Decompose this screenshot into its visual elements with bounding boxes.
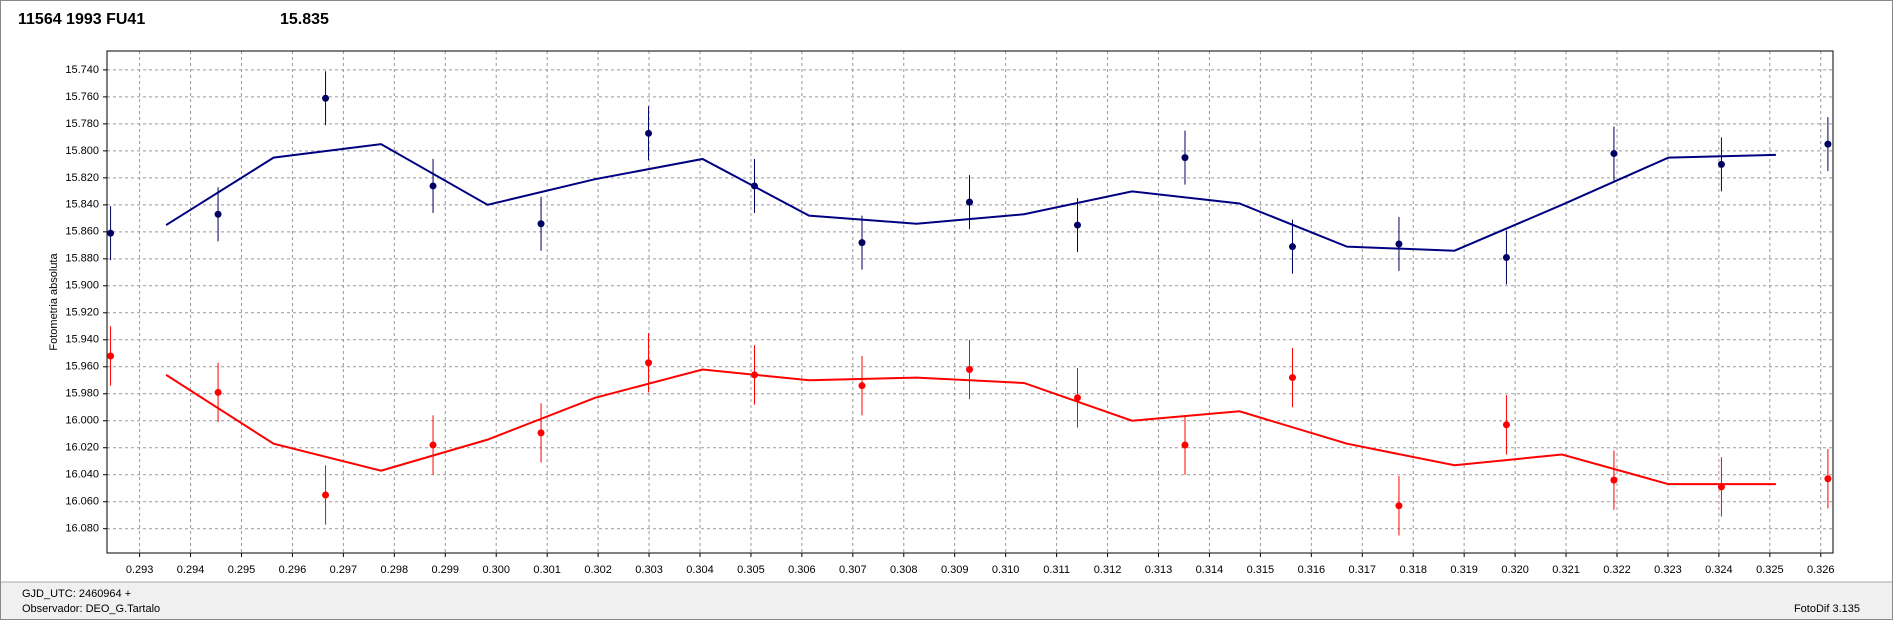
x-tick-label: 0.316 [1298, 564, 1326, 576]
data-point [429, 182, 437, 190]
data-point [1824, 475, 1832, 483]
x-tick-label: 0.310 [992, 564, 1020, 576]
x-tick-label: 0.312 [1094, 564, 1122, 576]
x-tick-label: 0.323 [1654, 564, 1682, 576]
data-point [1610, 476, 1618, 484]
data-point [645, 359, 653, 367]
data-point [1073, 394, 1081, 402]
x-tick-label: 0.303 [635, 564, 663, 576]
y-tick-label: 15.820 [65, 172, 99, 184]
data-point [1395, 502, 1403, 510]
footer-text: GJD_UTC: 2460964 + [22, 588, 131, 600]
data-point [1502, 253, 1510, 261]
data-point [429, 441, 437, 449]
data-point [214, 388, 222, 396]
fit-line [165, 368, 1776, 486]
x-tick-label: 0.326 [1807, 564, 1835, 576]
y-tick-label: 16.020 [65, 442, 99, 454]
y-tick-label: 16.040 [65, 469, 99, 481]
y-tick-label: 16.000 [65, 415, 99, 427]
data-point [537, 220, 545, 228]
data-point [1073, 221, 1081, 229]
data-point [107, 352, 115, 360]
x-tick-label: 0.321 [1552, 564, 1580, 576]
data-point [858, 382, 866, 390]
data-point [645, 129, 653, 137]
data-point [1717, 160, 1725, 168]
data-point [1395, 240, 1403, 248]
data-point [1288, 374, 1296, 382]
plot-border [106, 50, 1834, 554]
x-tick-label: 0.294 [177, 564, 205, 576]
x-tick-label: 0.309 [941, 564, 969, 576]
y-tick-label: 15.980 [65, 388, 99, 400]
data-point [858, 239, 866, 247]
data-point [1181, 441, 1189, 449]
data-point [1610, 150, 1618, 158]
footer-text: Observador: DEO_G.Tartalo [22, 603, 160, 615]
y-tick-label: 15.900 [65, 280, 99, 292]
y-tick-label: 15.940 [65, 334, 99, 346]
y-tick-label: 15.960 [65, 361, 99, 373]
x-tick-label: 0.314 [1196, 564, 1224, 576]
x-tick-label: 0.298 [381, 564, 409, 576]
x-tick-label: 0.308 [890, 564, 918, 576]
x-tick-label: 0.295 [228, 564, 256, 576]
x-tick-label: 0.307 [839, 564, 867, 576]
data-point [322, 491, 330, 499]
x-tick-label: 0.293 [126, 564, 154, 576]
y-tick-label: 15.880 [65, 253, 99, 265]
x-tick-label: 0.317 [1349, 564, 1377, 576]
fit-line [165, 143, 1776, 252]
x-tick-label: 0.325 [1756, 564, 1784, 576]
y-axis-label: Fotometria absoluta [48, 253, 60, 351]
x-tick-label: 0.319 [1450, 564, 1478, 576]
y-tick-label: 15.780 [65, 118, 99, 130]
data-point [537, 429, 545, 437]
data-point [214, 210, 222, 218]
data-point [322, 94, 330, 102]
x-tick-label: 0.301 [533, 564, 561, 576]
x-tick-label: 0.297 [330, 564, 358, 576]
y-tick-label: 15.920 [65, 307, 99, 319]
x-tick-label: 0.299 [432, 564, 460, 576]
x-tick-label: 0.311 [1043, 564, 1070, 576]
x-tick-label: 0.322 [1603, 564, 1631, 576]
x-tick-label: 0.300 [482, 564, 510, 576]
data-point [1181, 154, 1189, 162]
chart-subtitle: 15.835 [280, 11, 329, 28]
data-point [965, 365, 973, 373]
x-tick-label: 0.313 [1145, 564, 1173, 576]
footer-band [1, 582, 1892, 619]
x-tick-label: 0.306 [788, 564, 816, 576]
data-point [1824, 140, 1832, 148]
plot-area [107, 51, 1833, 553]
data-point [107, 229, 115, 237]
x-tick-label: 0.315 [1247, 564, 1275, 576]
data-point [1288, 243, 1296, 251]
x-tick-label: 0.318 [1399, 564, 1427, 576]
y-tick-label: 15.840 [65, 199, 99, 211]
y-tick-label: 16.060 [65, 496, 99, 508]
x-tick-label: 0.305 [737, 564, 765, 576]
x-tick-label: 0.324 [1705, 564, 1733, 576]
y-tick-label: 15.760 [65, 91, 99, 103]
y-tick-label: 15.860 [65, 226, 99, 238]
data-point [965, 198, 973, 206]
x-tick-label: 0.296 [279, 564, 307, 576]
y-tick-label: 15.740 [65, 64, 99, 76]
x-tick-label: 0.302 [584, 564, 612, 576]
x-tick-label: 0.304 [686, 564, 714, 576]
data-point [1502, 421, 1510, 429]
chart-title: 11564 1993 FU41 [18, 11, 145, 28]
x-tick-label: 0.320 [1501, 564, 1529, 576]
y-tick-label: 15.800 [65, 145, 99, 157]
footer-version: FotoDif 3.135 [1794, 603, 1860, 615]
y-tick-label: 16.080 [65, 523, 99, 535]
